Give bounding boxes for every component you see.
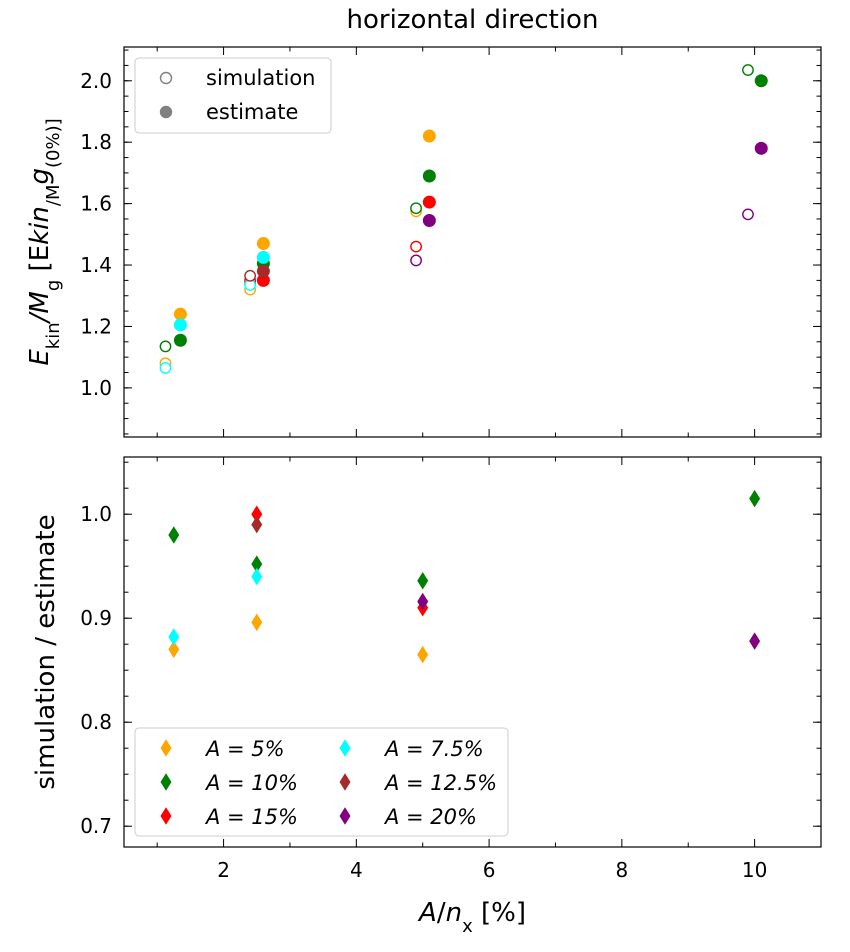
y-tick-label: 0.9 bbox=[80, 606, 112, 630]
estimate-point bbox=[422, 129, 436, 143]
legend-label: A = 20% bbox=[383, 805, 477, 829]
ratio-point bbox=[251, 613, 263, 632]
legend-marker bbox=[159, 71, 173, 85]
label-part: [%] bbox=[473, 898, 526, 928]
legend-marker bbox=[160, 739, 172, 757]
label-part: x bbox=[462, 916, 473, 937]
simulation-point bbox=[244, 269, 257, 282]
chart-title: horizontal direction bbox=[347, 5, 599, 35]
plot-frame bbox=[123, 46, 822, 438]
ratio-point bbox=[749, 489, 761, 508]
legend-label: simulation bbox=[206, 66, 315, 90]
label-part: g bbox=[25, 168, 55, 185]
estimate-point bbox=[422, 214, 436, 228]
simulation-point bbox=[410, 254, 422, 267]
legend-label: A = 10% bbox=[204, 771, 298, 795]
simulation-point bbox=[159, 362, 172, 374]
legend-label: estimate bbox=[206, 100, 298, 124]
label-part: kin bbox=[25, 206, 55, 245]
estimate-point bbox=[256, 250, 270, 264]
label-part: [E bbox=[25, 245, 55, 280]
estimate-point bbox=[173, 318, 187, 332]
legend-frame bbox=[134, 727, 509, 837]
y-tick-label: 0.8 bbox=[80, 710, 112, 734]
bottom-panel: 0.7 0.8 0.9 1.0 2 4 6 8 10 A/nx [%] simulation / e… bbox=[31, 456, 822, 937]
y-tick-label: 1.0 bbox=[80, 376, 112, 400]
ratio-point bbox=[749, 632, 761, 650]
ratio-point bbox=[251, 515, 263, 534]
simulation-point bbox=[742, 64, 754, 76]
legend-label: A = 7.5% bbox=[383, 737, 484, 761]
estimate-point bbox=[754, 141, 768, 155]
legend-label: A = 15% bbox=[204, 805, 298, 829]
y-axis-label: simulation / estimate bbox=[31, 514, 61, 789]
label-part: kin bbox=[43, 322, 64, 349]
legend-marker bbox=[160, 807, 172, 825]
label-part: (0%)] bbox=[43, 118, 64, 168]
estimate-point bbox=[754, 74, 768, 88]
legend-marker bbox=[160, 773, 172, 791]
ratio-point bbox=[168, 526, 180, 544]
y-tick-label: 1.8 bbox=[80, 130, 112, 154]
top-panel: 1.0 1.2 1.4 1.6 1.8 2.0 horizontal direction Ek… bbox=[25, 5, 822, 438]
y-tick-label: 1.6 bbox=[80, 192, 112, 216]
y-tick-label: 2.0 bbox=[80, 69, 112, 93]
x-tick-label: 4 bbox=[350, 858, 363, 882]
x-tick-label: 8 bbox=[615, 858, 628, 882]
legend-marker bbox=[339, 739, 351, 757]
simulation-point bbox=[742, 208, 754, 221]
estimate-point bbox=[256, 237, 270, 251]
x-axis-label: A/nx [%] bbox=[417, 898, 526, 937]
estimate-point bbox=[173, 333, 187, 347]
simulation-point bbox=[159, 340, 172, 353]
x-tick-label: 6 bbox=[483, 858, 496, 882]
label-part: A bbox=[417, 898, 437, 928]
legend-marker bbox=[339, 773, 351, 791]
y-tick-label: 1.4 bbox=[80, 253, 112, 277]
label-part: /M bbox=[43, 185, 64, 207]
y-axis-label: Ekin/Mg [Ekin/Mg(0%)] bbox=[25, 118, 64, 365]
y-tick-label: 1.2 bbox=[80, 314, 112, 338]
plot-frame bbox=[123, 456, 822, 848]
x-tick-label: 2 bbox=[217, 858, 230, 882]
ratio-point bbox=[417, 572, 429, 590]
label-part: E bbox=[25, 349, 55, 366]
ratio-point bbox=[168, 640, 180, 659]
x-tick-label: 10 bbox=[742, 858, 767, 882]
label-part: g bbox=[43, 280, 64, 291]
legend-marker bbox=[159, 105, 173, 119]
legend-label: A = 12.5% bbox=[383, 771, 497, 795]
y-tick-label: 0.7 bbox=[80, 814, 112, 838]
label-part: / bbox=[437, 898, 446, 928]
estimate-point bbox=[173, 307, 187, 321]
ratio-point bbox=[417, 592, 429, 611]
legend-frame bbox=[134, 57, 332, 134]
legend-label: A = 5% bbox=[204, 737, 285, 761]
y-tick-label: 1.0 bbox=[80, 502, 112, 526]
estimate-point bbox=[422, 169, 436, 183]
ratio-point bbox=[417, 645, 429, 664]
label-part: /M bbox=[25, 291, 55, 324]
estimate-point bbox=[256, 264, 270, 278]
legend-marker bbox=[339, 807, 351, 825]
estimate-point bbox=[422, 195, 436, 209]
legend-bottom: A = 5% A = 10% A = 15% A = 7.5% A = 12.5% A =… bbox=[134, 727, 509, 837]
simulation-point bbox=[410, 202, 422, 215]
simulation-point bbox=[410, 240, 422, 253]
legend-top: simulation estimate bbox=[134, 57, 332, 134]
ratio-point bbox=[168, 628, 180, 646]
ratio-point bbox=[251, 567, 263, 586]
label-part: n bbox=[446, 898, 462, 928]
